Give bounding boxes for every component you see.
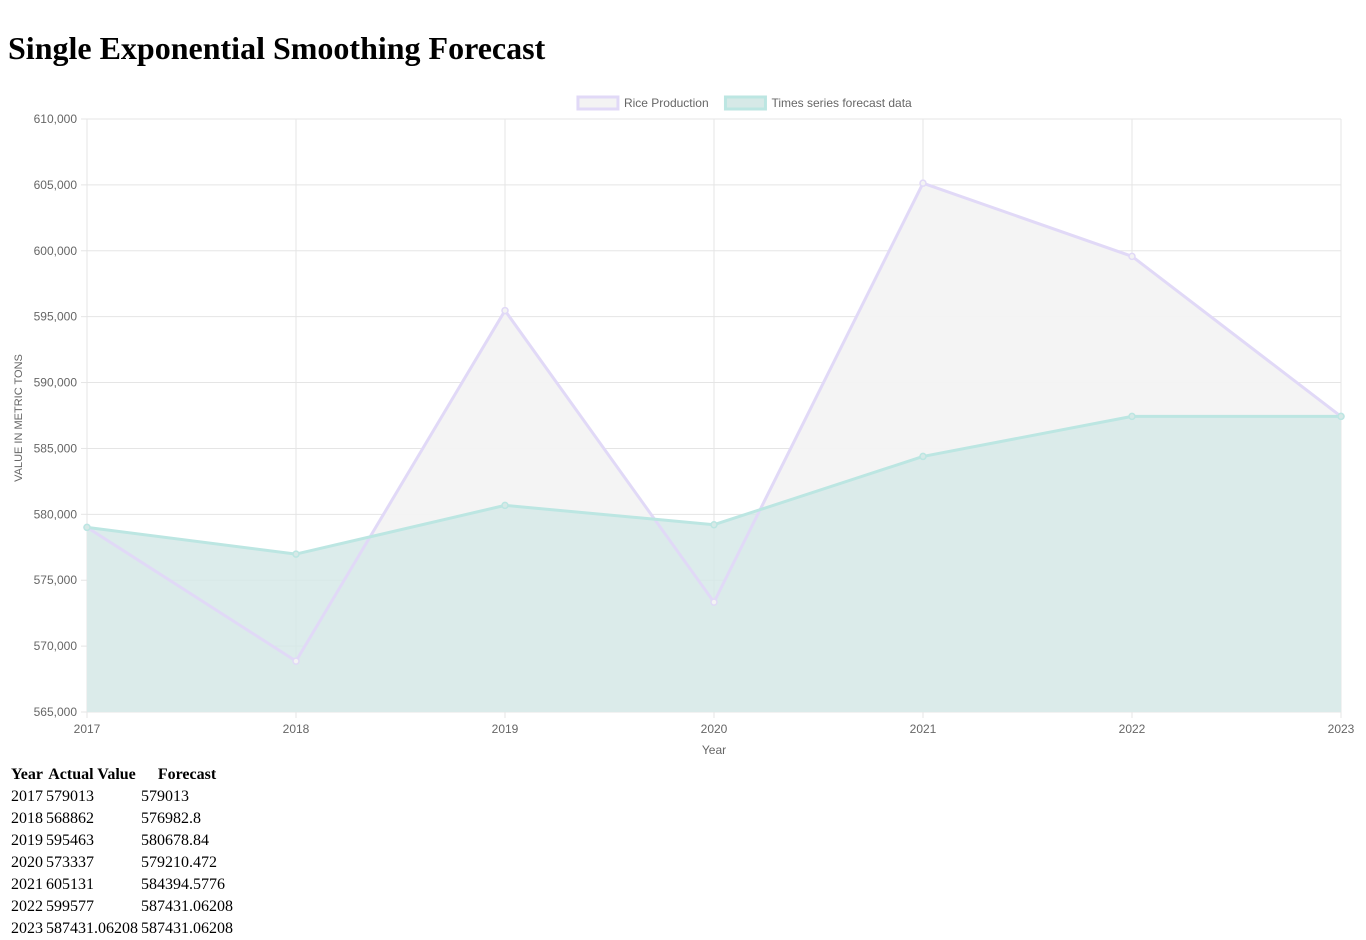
table-cell-year: 2020 bbox=[11, 854, 43, 871]
table-cell-year: 2022 bbox=[11, 898, 43, 915]
table-row: 2019 595463 580678.84 bbox=[11, 830, 233, 852]
table-row: 2017 579013 579013 bbox=[11, 786, 233, 808]
forecast-table: Year Actual Value Forecast 2017 579013 5… bbox=[8, 764, 236, 940]
y-axis-label: VALUE IN METRIC TONS bbox=[13, 354, 25, 482]
table-header-forecast: Forecast bbox=[157, 766, 217, 783]
data-point bbox=[501, 501, 509, 510]
x-tick-label: 2018 bbox=[283, 722, 310, 736]
y-tick-label: 610,000 bbox=[34, 112, 78, 126]
data-point bbox=[1128, 412, 1136, 421]
y-tick-label: 595,000 bbox=[34, 310, 78, 324]
table-row: 2018 568862 576982.8 bbox=[11, 808, 233, 830]
table-row: 2021 605131 584394.5776 bbox=[11, 874, 233, 896]
data-point bbox=[1128, 252, 1136, 261]
x-tick-label: 2021 bbox=[910, 722, 937, 736]
page-title: Single Exponential Smoothing Forecast bbox=[8, 30, 546, 66]
data-point bbox=[292, 550, 300, 558]
table-header-year: Year bbox=[11, 766, 43, 783]
table-cell-actual: 599577 bbox=[46, 898, 94, 915]
table-cell-year: 2021 bbox=[11, 876, 43, 893]
table-header-actual: Actual Value bbox=[48, 766, 136, 783]
x-tick-label: 2019 bbox=[492, 722, 519, 736]
chart-points bbox=[83, 179, 1345, 665]
table-cell-year: 2019 bbox=[11, 832, 43, 849]
table-cell-forecast: 579013 bbox=[141, 788, 189, 805]
y-tick-label: 570,000 bbox=[34, 639, 78, 653]
chart-legend: Rice Production Times series forecast dat… bbox=[576, 95, 912, 111]
table-cell-actual: 579013 bbox=[46, 788, 94, 805]
table-row: 2023 587431.06208 587431.06208 bbox=[11, 918, 233, 940]
table-cell-forecast: 580678.84 bbox=[141, 832, 209, 849]
table-cell-actual: 573337 bbox=[46, 854, 94, 871]
y-axis-ticks: 565,000 570,000 575,000 580,000 585,000 590,0… bbox=[34, 112, 78, 719]
table-cell-forecast: 579210.472 bbox=[141, 854, 217, 871]
y-tick-label: 585,000 bbox=[34, 441, 78, 455]
data-point bbox=[919, 452, 927, 461]
x-tick-label: 2022 bbox=[1119, 722, 1146, 736]
data-point bbox=[501, 306, 509, 315]
table-row: 2020 573337 579210.472 bbox=[11, 852, 233, 874]
y-tick-label: 590,000 bbox=[34, 376, 78, 390]
table-header-row: Year Actual Value Forecast bbox=[11, 764, 233, 786]
chart-areas bbox=[87, 183, 1341, 712]
x-axis-label: Year bbox=[702, 743, 726, 757]
table-cell-forecast: 584394.5776 bbox=[141, 876, 225, 893]
x-tick-label: 2020 bbox=[701, 722, 728, 736]
y-tick-label: 580,000 bbox=[34, 507, 78, 521]
legend-swatch bbox=[576, 95, 620, 111]
legend-label: Rice Production bbox=[624, 96, 709, 110]
table-cell-actual: 587431.06208 bbox=[46, 920, 138, 937]
y-tick-label: 565,000 bbox=[34, 705, 78, 719]
data-point bbox=[292, 657, 300, 665]
table-cell-forecast: 576982.8 bbox=[141, 810, 201, 827]
forecast-chart: Rice Production Times series forecast dat… bbox=[13, 95, 1355, 757]
x-axis-ticks: 2017 2018 2019 2020 2021 2022 2023 bbox=[74, 722, 1355, 736]
table-cell-actual: 595463 bbox=[46, 832, 94, 849]
table-row: 2022 599577 587431.06208 bbox=[11, 896, 233, 918]
table-cell-year: 2018 bbox=[11, 810, 43, 827]
y-tick-label: 600,000 bbox=[34, 244, 78, 258]
table-cell-actual: 568862 bbox=[46, 810, 94, 827]
legend-label: Times series forecast data bbox=[771, 96, 912, 110]
y-tick-label: 605,000 bbox=[34, 178, 78, 192]
data-point bbox=[83, 523, 91, 532]
legend-swatch bbox=[723, 95, 767, 111]
table-cell-forecast: 587431.06208 bbox=[141, 920, 233, 937]
x-tick-label: 2023 bbox=[1328, 722, 1355, 736]
table-cell-forecast: 587431.06208 bbox=[141, 898, 233, 915]
y-tick-label: 575,000 bbox=[34, 573, 78, 587]
data-point bbox=[919, 179, 927, 187]
table-cell-year: 2023 bbox=[11, 920, 43, 937]
table-cell-year: 2017 bbox=[11, 788, 43, 805]
data-point bbox=[710, 520, 718, 529]
data-point bbox=[1337, 412, 1345, 421]
series-area-1 bbox=[87, 416, 1341, 712]
table-cell-actual: 605131 bbox=[46, 876, 94, 893]
data-point bbox=[710, 598, 718, 606]
x-tick-label: 2017 bbox=[74, 722, 101, 736]
